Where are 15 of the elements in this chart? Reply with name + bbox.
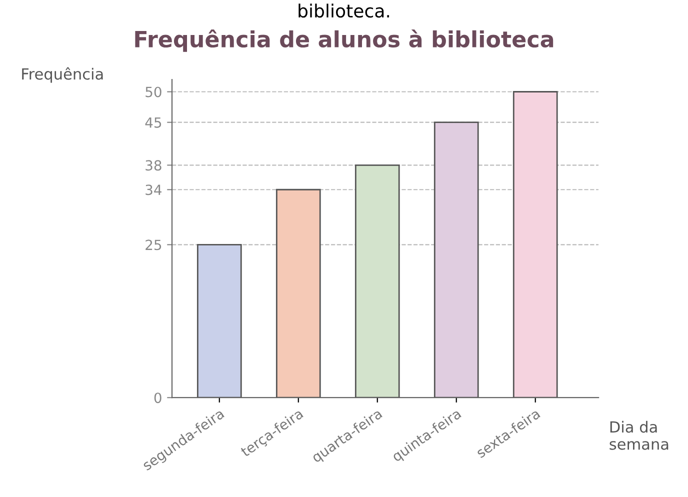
bar — [276, 188, 321, 398]
y-tick-label: 50 — [146, 86, 162, 98]
bar — [196, 244, 242, 398]
x-axis-title: Dia da semana — [610, 420, 668, 450]
y-tick-label: 34 — [146, 184, 162, 196]
bar — [512, 91, 558, 398]
text: biblioteca. — [298, 4, 390, 18]
y-tick-label: 38 — [146, 160, 162, 171]
y-tick-label: 45 — [145, 117, 162, 128]
bar — [354, 164, 400, 398]
bar — [434, 122, 479, 398]
y-tick-label: 25 — [146, 240, 162, 250]
chart-title: Frequência de alunos à biblioteca — [135, 29, 554, 52]
y-axis-title: Frequência — [22, 67, 103, 83]
y-tick-label: 0 — [154, 392, 162, 404]
